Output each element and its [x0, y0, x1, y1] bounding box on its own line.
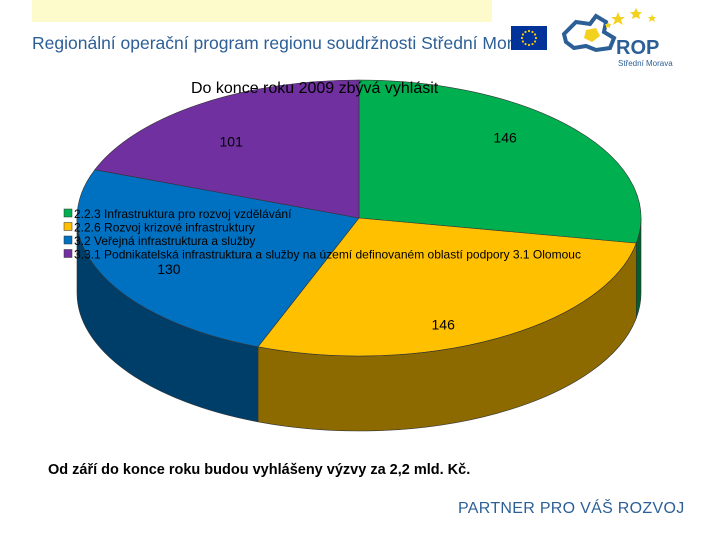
- rop-logo-icon: ROP Střední Morava: [561, 8, 673, 68]
- eu-flag-icon: [511, 26, 547, 50]
- slogan: PARTNER PRO VÁŠ ROZVOJ: [458, 500, 685, 517]
- legend-swatch: [63, 222, 73, 231]
- pie-slice: [94, 79, 360, 219]
- legend-swatch: [63, 235, 73, 245]
- value-labels: 146 146 130 101: [157, 130, 517, 333]
- pie-slice: [257, 217, 637, 357]
- value-label: 146: [493, 130, 517, 146]
- header-title: Regionální operační program regionu soud…: [32, 33, 541, 53]
- legend-label: 3.3.1 Podnikatelská infrastruktura a slu…: [74, 248, 581, 262]
- top-band: [32, 0, 492, 22]
- legend-swatch: [63, 208, 73, 218]
- pie-slice: [76, 169, 360, 348]
- value-label: 130: [157, 261, 181, 277]
- legend: 2.2.3 Infrastruktura pro rozvoj vzdělává…: [63, 207, 581, 262]
- pie-slice: [358, 79, 642, 244]
- legend-swatch: [63, 249, 73, 258]
- value-label: 101: [220, 133, 244, 149]
- pie-slices: [76, 79, 642, 357]
- legend-label: 2.2.6 Rozvoj krizové infrastruktury: [74, 221, 255, 235]
- value-label: 146: [432, 317, 456, 333]
- legend-label: 3.2 Veřejná infrastruktura a služby: [74, 234, 255, 248]
- chart-title: Do konce roku 2009 zbývá vyhlásit: [191, 80, 439, 97]
- rop-logo-text: ROP: [616, 37, 659, 59]
- legend-label: 2.2.3 Infrastruktura pro rozvoj vzdělává…: [74, 207, 292, 221]
- footnote: Od září do konce roku budou vyhlášeny vý…: [48, 462, 471, 478]
- rop-logo-subtext: Střední Morava: [618, 59, 673, 68]
